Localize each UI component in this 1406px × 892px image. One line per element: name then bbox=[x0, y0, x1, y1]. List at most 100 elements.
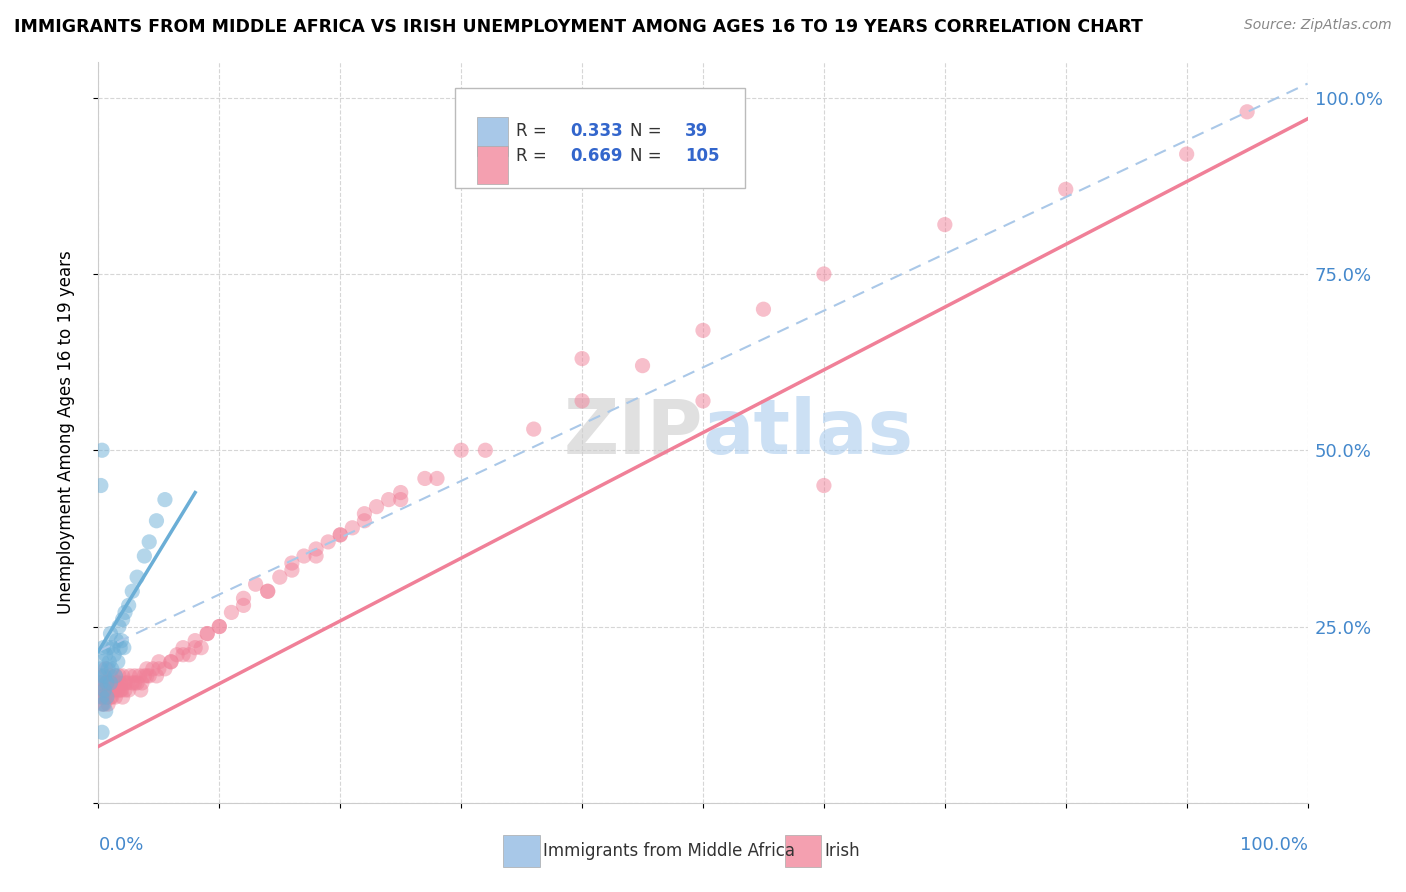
Point bbox=[195, 626, 218, 640]
Point bbox=[292, 549, 315, 563]
Point bbox=[245, 577, 267, 591]
Point bbox=[114, 683, 136, 698]
Point bbox=[97, 640, 120, 655]
Point bbox=[813, 267, 835, 281]
Point bbox=[142, 662, 165, 676]
Point bbox=[195, 626, 218, 640]
Point bbox=[184, 633, 207, 648]
Point bbox=[134, 669, 156, 683]
Point bbox=[108, 669, 131, 683]
Point bbox=[101, 676, 124, 690]
Point bbox=[91, 697, 114, 711]
Point bbox=[90, 676, 112, 690]
Text: R =: R = bbox=[516, 121, 551, 140]
Point bbox=[107, 676, 129, 690]
Point bbox=[523, 422, 546, 436]
Point bbox=[90, 478, 112, 492]
Point bbox=[138, 535, 160, 549]
Text: N =: N = bbox=[630, 147, 668, 165]
Point bbox=[91, 725, 114, 739]
Point bbox=[111, 690, 134, 704]
Point bbox=[101, 640, 124, 655]
Point bbox=[145, 514, 167, 528]
Point bbox=[103, 648, 125, 662]
Point bbox=[692, 323, 714, 337]
Point bbox=[112, 640, 135, 655]
Point bbox=[98, 676, 121, 690]
Point bbox=[91, 655, 114, 669]
Point bbox=[329, 528, 352, 542]
Point bbox=[127, 570, 149, 584]
Point bbox=[179, 648, 201, 662]
Point bbox=[97, 662, 120, 676]
Point bbox=[571, 393, 593, 408]
Point bbox=[281, 556, 304, 570]
Point bbox=[97, 676, 120, 690]
Point bbox=[94, 676, 117, 690]
Text: 105: 105 bbox=[685, 147, 720, 165]
Point bbox=[269, 570, 291, 584]
Point bbox=[103, 683, 125, 698]
Point bbox=[118, 683, 141, 698]
Point bbox=[631, 359, 654, 373]
Text: 39: 39 bbox=[685, 121, 709, 140]
Point bbox=[114, 606, 136, 620]
Point bbox=[124, 676, 146, 690]
Point bbox=[232, 599, 254, 613]
Point bbox=[96, 690, 118, 704]
Point bbox=[1236, 104, 1258, 119]
Point bbox=[105, 633, 128, 648]
Text: Source: ZipAtlas.com: Source: ZipAtlas.com bbox=[1244, 18, 1392, 32]
Point bbox=[135, 669, 157, 683]
Point bbox=[121, 676, 143, 690]
Point bbox=[145, 669, 167, 683]
Text: 0.0%: 0.0% bbox=[98, 836, 143, 855]
Point bbox=[813, 478, 835, 492]
Text: Irish: Irish bbox=[824, 842, 859, 860]
Point bbox=[934, 218, 956, 232]
Point bbox=[98, 683, 121, 698]
Y-axis label: Unemployment Among Ages 16 to 19 years: Unemployment Among Ages 16 to 19 years bbox=[56, 251, 75, 615]
Point bbox=[94, 704, 117, 718]
Point bbox=[96, 683, 118, 698]
Point bbox=[160, 655, 183, 669]
Point bbox=[184, 640, 207, 655]
Text: Immigrants from Middle Africa: Immigrants from Middle Africa bbox=[543, 842, 794, 860]
Point bbox=[100, 626, 122, 640]
Point bbox=[1175, 147, 1198, 161]
Point bbox=[450, 443, 472, 458]
Point bbox=[91, 443, 114, 458]
Text: atlas: atlas bbox=[703, 396, 914, 469]
Point bbox=[100, 676, 122, 690]
Point bbox=[121, 584, 143, 599]
Point bbox=[96, 676, 118, 690]
Point bbox=[353, 507, 375, 521]
Text: IMMIGRANTS FROM MIDDLE AFRICA VS IRISH UNEMPLOYMENT AMONG AGES 16 TO 19 YEARS CO: IMMIGRANTS FROM MIDDLE AFRICA VS IRISH U… bbox=[14, 18, 1143, 36]
Point bbox=[129, 683, 152, 698]
Text: ZIP: ZIP bbox=[564, 396, 703, 469]
Point bbox=[91, 669, 114, 683]
Text: 100.0%: 100.0% bbox=[1240, 836, 1308, 855]
Point bbox=[91, 683, 114, 698]
FancyBboxPatch shape bbox=[477, 118, 509, 156]
Point bbox=[91, 683, 114, 698]
Point bbox=[118, 669, 141, 683]
Point bbox=[221, 606, 243, 620]
Point bbox=[256, 584, 278, 599]
FancyBboxPatch shape bbox=[456, 88, 745, 188]
Point bbox=[104, 669, 127, 683]
Point bbox=[305, 549, 328, 563]
Point bbox=[124, 669, 146, 683]
FancyBboxPatch shape bbox=[477, 145, 509, 185]
Point bbox=[94, 648, 117, 662]
Point bbox=[305, 541, 328, 556]
Point bbox=[93, 690, 115, 704]
Text: 0.333: 0.333 bbox=[569, 121, 623, 140]
Point bbox=[117, 676, 139, 690]
Point bbox=[316, 535, 339, 549]
Point bbox=[752, 302, 775, 317]
Point bbox=[108, 619, 131, 633]
Text: 0.669: 0.669 bbox=[569, 147, 623, 165]
Point bbox=[135, 662, 157, 676]
Point bbox=[1054, 182, 1077, 196]
